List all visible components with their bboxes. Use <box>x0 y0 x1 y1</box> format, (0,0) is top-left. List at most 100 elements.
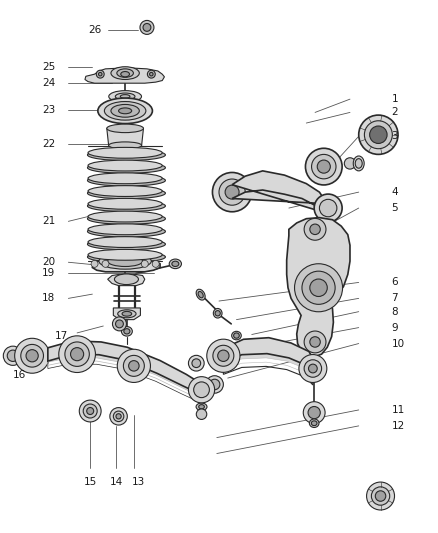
Circle shape <box>304 360 321 377</box>
Circle shape <box>225 185 239 199</box>
Polygon shape <box>223 338 315 373</box>
Circle shape <box>188 356 204 371</box>
Circle shape <box>294 264 343 312</box>
Ellipse shape <box>88 162 166 173</box>
Circle shape <box>218 350 229 361</box>
Polygon shape <box>92 261 160 272</box>
Ellipse shape <box>232 332 241 340</box>
Text: 4: 4 <box>392 187 398 197</box>
Ellipse shape <box>353 156 364 171</box>
Circle shape <box>311 155 336 179</box>
Circle shape <box>308 407 320 419</box>
Ellipse shape <box>88 237 162 247</box>
Circle shape <box>314 194 342 222</box>
Text: 18: 18 <box>42 293 55 303</box>
Bar <box>116 144 135 264</box>
Circle shape <box>192 359 201 368</box>
Ellipse shape <box>196 403 207 410</box>
Text: 17: 17 <box>55 330 68 341</box>
Circle shape <box>302 271 335 304</box>
Circle shape <box>364 121 392 149</box>
Polygon shape <box>287 217 350 357</box>
Text: 23: 23 <box>42 105 55 115</box>
Text: 6: 6 <box>392 278 398 287</box>
Circle shape <box>310 224 320 235</box>
Circle shape <box>96 70 104 78</box>
Text: 16: 16 <box>13 370 26 381</box>
Ellipse shape <box>109 142 141 149</box>
Circle shape <box>110 408 127 425</box>
Polygon shape <box>223 348 313 376</box>
Ellipse shape <box>98 98 152 124</box>
Ellipse shape <box>88 185 162 197</box>
Circle shape <box>116 320 124 328</box>
Ellipse shape <box>88 226 166 237</box>
Ellipse shape <box>88 252 166 263</box>
Circle shape <box>370 126 387 143</box>
Circle shape <box>143 23 151 31</box>
Ellipse shape <box>88 200 166 212</box>
Text: 26: 26 <box>88 25 101 35</box>
Circle shape <box>317 160 330 173</box>
Ellipse shape <box>119 108 132 114</box>
Ellipse shape <box>88 239 166 250</box>
Circle shape <box>83 404 97 418</box>
Ellipse shape <box>117 69 134 77</box>
Circle shape <box>188 377 215 403</box>
Circle shape <box>310 279 327 296</box>
Ellipse shape <box>115 93 135 100</box>
Circle shape <box>102 260 109 268</box>
Polygon shape <box>113 308 141 320</box>
Ellipse shape <box>213 309 222 318</box>
Text: 14: 14 <box>110 477 123 487</box>
Ellipse shape <box>114 274 138 285</box>
Ellipse shape <box>309 419 319 427</box>
Ellipse shape <box>172 261 179 266</box>
Circle shape <box>304 331 326 353</box>
Circle shape <box>303 402 325 424</box>
Ellipse shape <box>108 256 143 266</box>
Text: 5: 5 <box>392 203 398 213</box>
Ellipse shape <box>88 249 162 260</box>
Text: 12: 12 <box>392 421 405 431</box>
Ellipse shape <box>88 224 162 235</box>
Circle shape <box>319 199 337 217</box>
Circle shape <box>124 356 145 376</box>
Circle shape <box>140 20 154 35</box>
Ellipse shape <box>88 188 166 199</box>
Text: 25: 25 <box>42 62 55 72</box>
Ellipse shape <box>88 175 166 186</box>
Circle shape <box>344 158 356 169</box>
Circle shape <box>79 400 101 422</box>
Ellipse shape <box>323 223 333 230</box>
Polygon shape <box>232 171 327 213</box>
Text: 10: 10 <box>392 338 405 349</box>
Ellipse shape <box>198 292 203 298</box>
Text: 22: 22 <box>42 139 55 149</box>
Circle shape <box>91 260 98 268</box>
Text: 1: 1 <box>392 94 398 104</box>
Circle shape <box>71 348 84 361</box>
Circle shape <box>304 219 326 240</box>
Circle shape <box>150 72 153 76</box>
Ellipse shape <box>215 311 220 316</box>
Text: 11: 11 <box>392 405 405 415</box>
Polygon shape <box>108 274 145 286</box>
Circle shape <box>87 408 94 415</box>
Ellipse shape <box>107 124 144 133</box>
Ellipse shape <box>99 253 151 269</box>
Text: 19: 19 <box>42 268 55 278</box>
Text: 20: 20 <box>42 257 55 267</box>
Text: 8: 8 <box>392 306 398 317</box>
Circle shape <box>148 70 155 78</box>
Circle shape <box>196 409 207 419</box>
Ellipse shape <box>104 101 146 120</box>
Circle shape <box>129 361 139 371</box>
Ellipse shape <box>121 327 132 336</box>
Ellipse shape <box>169 259 181 269</box>
Circle shape <box>308 364 317 373</box>
Ellipse shape <box>88 211 162 222</box>
Ellipse shape <box>233 333 239 338</box>
Ellipse shape <box>88 198 162 209</box>
Circle shape <box>299 354 327 383</box>
